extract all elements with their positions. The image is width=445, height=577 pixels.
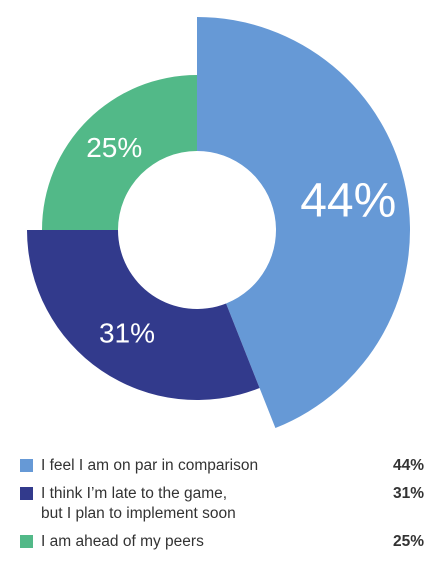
legend-item-on-par: I feel I am on par in comparison 44% (20, 456, 424, 476)
legend-label: I am ahead of my peers (41, 533, 204, 550)
legend-value: 25% (392, 533, 424, 550)
legend-item-late: I think I’m late to the game, but I plan… (20, 484, 424, 524)
slice-on-par (197, 17, 411, 429)
slice-late-label: 31% (99, 317, 155, 348)
slice-on-par-label: 44% (300, 175, 396, 228)
slice-ahead-label: 25% (86, 132, 142, 163)
legend: I feel I am on par in comparison 44% I t… (20, 456, 424, 560)
legend-swatch (20, 535, 33, 548)
legend-value: 31% (392, 485, 424, 502)
legend-swatch (20, 459, 33, 472)
legend-label: I feel I am on par in comparison (41, 457, 259, 474)
legend-item-ahead: I am ahead of my peers 25% (20, 532, 424, 552)
slice-late (27, 230, 260, 401)
legend-swatch (20, 487, 33, 500)
legend-value: 44% (392, 457, 424, 474)
donut-chart: 44% 31% 25% (27, 17, 411, 429)
legend-label: I think I’m late to the game, but I plan… (41, 485, 236, 522)
slice-ahead (42, 75, 197, 230)
